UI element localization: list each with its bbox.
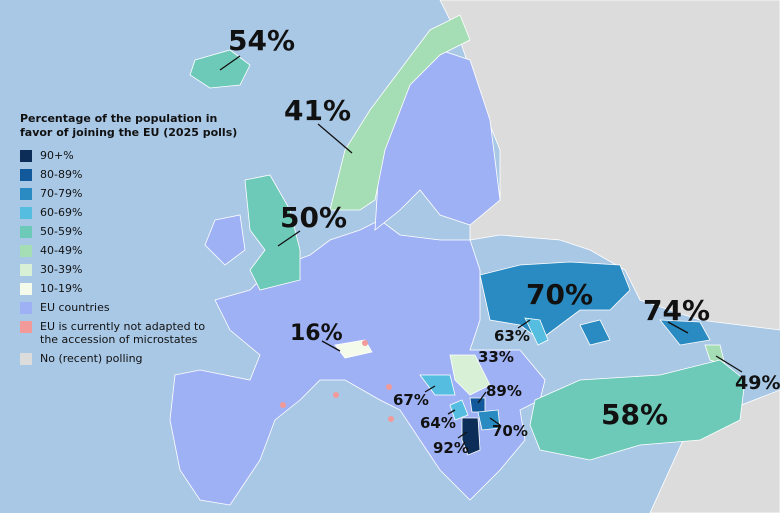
legend-label: 60-69% <box>40 206 82 219</box>
legend-label: 40-49% <box>40 244 82 257</box>
montenegro <box>449 399 469 421</box>
norway <box>329 14 471 211</box>
uk <box>244 174 301 291</box>
legend-label: 50-59% <box>40 225 82 238</box>
legend-swatch <box>20 302 32 314</box>
ukraine <box>479 261 631 341</box>
legend-label: 80-89% <box>40 168 82 181</box>
legend-title: Percentage of the population in <box>20 112 217 125</box>
leader-line <box>321 340 341 352</box>
leader-line <box>715 355 743 373</box>
legend-swatch <box>20 321 32 333</box>
north-macedonia <box>477 409 501 431</box>
map-label: 64% <box>420 414 456 432</box>
georgia <box>659 319 711 346</box>
map-label: 63% <box>494 327 530 345</box>
legend-swatch <box>20 245 32 257</box>
legend-label: 30-39% <box>40 263 82 276</box>
map-label: 89% <box>486 382 522 400</box>
leader-line <box>447 409 456 415</box>
legend-swatch <box>20 169 32 181</box>
legend-label: 90+% <box>40 149 74 162</box>
map-label: 49% <box>735 372 780 394</box>
microstate <box>386 384 392 390</box>
legend-label: 10-19% <box>40 282 82 295</box>
map-label: 33% <box>478 348 514 366</box>
legend-swatch <box>20 226 32 238</box>
map-label: 70% <box>526 278 593 311</box>
legend-label: 70-79% <box>40 187 82 200</box>
leader-line <box>317 123 353 154</box>
legend-swatch <box>20 188 32 200</box>
legend-label: EU is currently not adapted to the access… <box>40 320 205 346</box>
moldova <box>524 317 549 346</box>
leader-line <box>517 319 531 329</box>
legend-label-line: the accession of microstates <box>40 333 198 346</box>
leader-line <box>277 230 301 247</box>
turkey <box>529 359 746 461</box>
serbia <box>449 354 491 396</box>
legend-swatch <box>20 283 32 295</box>
leader-line <box>489 417 501 426</box>
legend: Percentage of the population in favor of… <box>20 112 237 365</box>
leader-line <box>477 391 487 404</box>
kosovo <box>469 397 486 413</box>
microstate <box>333 392 339 398</box>
leader-line <box>424 385 436 393</box>
map-labels: 54% 41% 50% 16% 70% 63% 33% 74% 49% 58% … <box>228 24 780 457</box>
leader-line <box>457 431 468 439</box>
map-label: 92% <box>433 439 469 457</box>
legend-label-line: EU is currently not adapted to <box>40 320 205 333</box>
legend-swatch <box>20 353 32 365</box>
microstate <box>388 416 394 422</box>
legend-swatch <box>20 207 32 219</box>
eu-region <box>204 214 246 266</box>
map-label: 67% <box>393 391 429 409</box>
legend-label: No (recent) polling <box>40 352 143 365</box>
leader-line <box>667 321 689 334</box>
legend-label: EU countries <box>40 301 110 314</box>
map-label: 41% <box>284 94 351 127</box>
map-label: 50% <box>280 201 347 234</box>
microstate <box>362 340 368 346</box>
map-label: 54% <box>228 24 295 57</box>
albania <box>461 417 481 456</box>
map-label: 74% <box>643 294 710 327</box>
map-label: 58% <box>601 398 668 431</box>
leaders <box>219 55 743 439</box>
microstate <box>280 402 286 408</box>
legend-title: favor of joining the EU (2025 polls) <box>20 126 237 139</box>
map-label: 70% <box>492 422 528 440</box>
legend-swatch <box>20 150 32 162</box>
crimea <box>579 319 611 346</box>
legend-swatch <box>20 264 32 276</box>
map-label: 16% <box>290 321 343 346</box>
leader-line <box>219 55 241 71</box>
no-polling-region <box>649 389 780 513</box>
